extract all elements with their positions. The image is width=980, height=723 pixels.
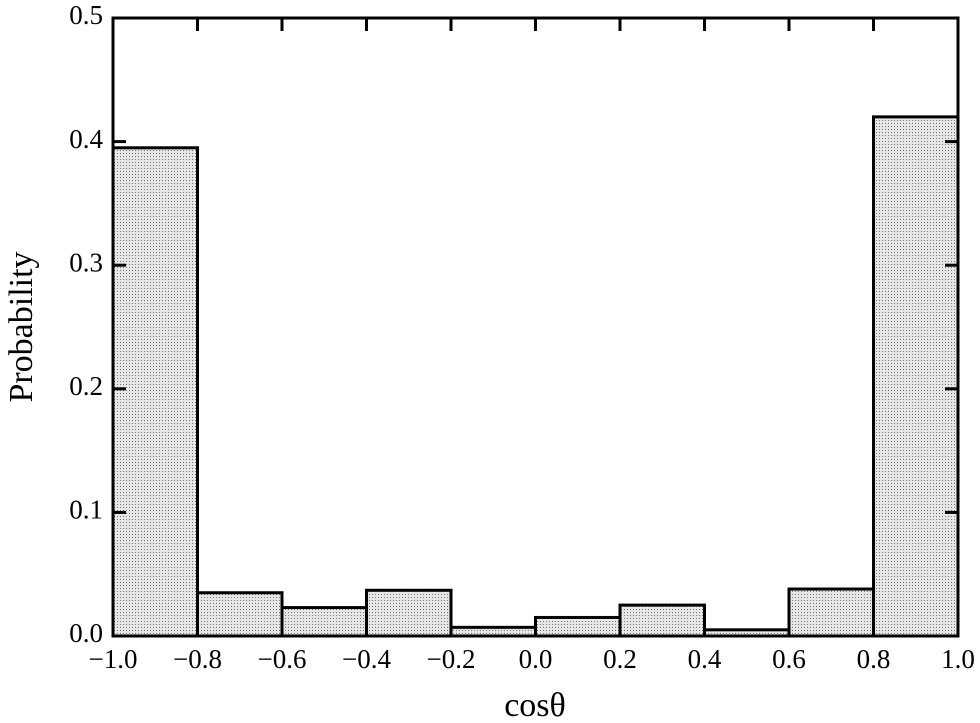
bar xyxy=(787,587,875,638)
bar xyxy=(618,603,706,638)
plot-frame xyxy=(111,16,960,638)
x-tick-label: −0.4 xyxy=(342,644,391,674)
y-tick-label: 0.1 xyxy=(69,495,103,525)
x-tick-label: 0.2 xyxy=(603,644,637,674)
bar xyxy=(111,146,199,638)
bar xyxy=(872,115,960,638)
y-tick-label: 0.5 xyxy=(69,0,103,30)
x-tick-label: 0.6 xyxy=(772,644,806,674)
x-tick-label: −0.8 xyxy=(173,644,222,674)
y-tick-label: 0.0 xyxy=(69,618,103,648)
y-tick-label: 0.3 xyxy=(69,247,103,277)
bar xyxy=(365,588,453,638)
x-tick-label: −1.0 xyxy=(89,644,138,674)
x-tick-label: −0.6 xyxy=(258,644,307,674)
y-axis-title: Probability xyxy=(3,251,40,402)
bar xyxy=(280,606,368,638)
bar xyxy=(534,615,622,638)
x-tick-label: 0.0 xyxy=(519,644,553,674)
bar xyxy=(196,591,284,638)
y-tick-label: 0.2 xyxy=(69,371,103,401)
y-tick-label: 0.4 xyxy=(69,124,103,154)
x-tick-label: −0.2 xyxy=(427,644,476,674)
x-axis-title: cosθ xyxy=(504,687,566,723)
x-tick-label: 1.0 xyxy=(941,644,975,674)
x-tick-label: 0.8 xyxy=(857,644,891,674)
x-tick-label: 0.4 xyxy=(688,644,722,674)
